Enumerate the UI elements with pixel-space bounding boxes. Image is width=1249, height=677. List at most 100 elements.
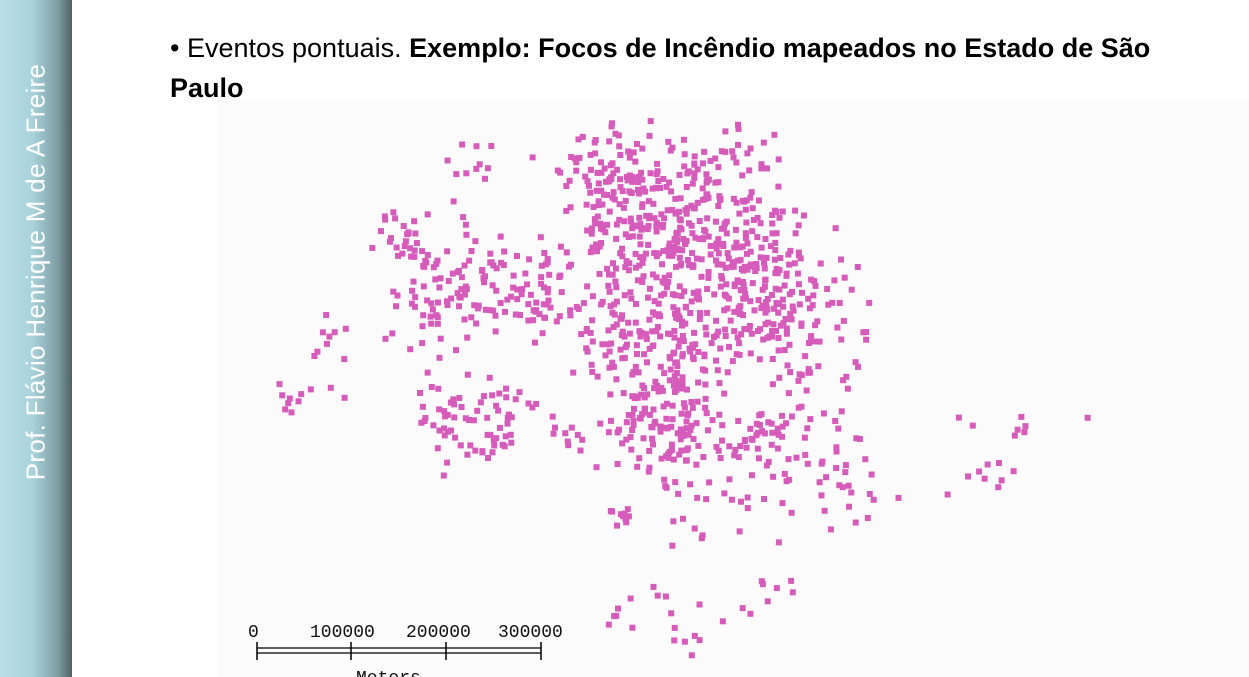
fire-hotspot-point bbox=[688, 422, 695, 429]
fire-hotspot-point bbox=[829, 299, 836, 306]
fire-hotspot-point bbox=[482, 175, 488, 182]
fire-hotspot-point bbox=[666, 272, 673, 279]
fire-hotspot-point bbox=[730, 195, 737, 202]
fire-hotspot-point bbox=[785, 251, 792, 258]
fire-hotspot-point bbox=[821, 507, 828, 514]
fire-hotspot-point bbox=[654, 221, 661, 228]
fire-hotspot-point bbox=[708, 340, 715, 347]
fire-hotspot-point bbox=[601, 165, 608, 172]
fire-hotspot-point bbox=[747, 145, 754, 152]
fire-hotspot-point bbox=[746, 323, 753, 329]
fire-hotspot-point bbox=[848, 286, 855, 293]
fire-hotspot-point bbox=[617, 176, 623, 183]
fire-hotspot-point bbox=[628, 446, 635, 453]
fire-hotspot-point bbox=[635, 369, 642, 376]
fire-hotspot-point bbox=[448, 295, 455, 302]
slide-title: • Eventos pontuais. Exemplo: Focos de In… bbox=[170, 28, 1190, 108]
fire-hotspot-point bbox=[781, 282, 788, 289]
fire-hotspot-point bbox=[626, 330, 633, 337]
title-plain: Eventos pontuais. bbox=[186, 33, 402, 63]
fire-hotspot-point bbox=[606, 288, 613, 295]
fire-hotspot-point bbox=[594, 169, 601, 176]
fire-hotspot-point bbox=[587, 330, 594, 336]
fire-hotspot-point bbox=[622, 264, 629, 271]
fire-hotspot-point bbox=[420, 312, 427, 319]
fire-hotspot-point bbox=[614, 461, 621, 467]
fire-hotspot-point bbox=[774, 425, 781, 432]
fire-hotspot-point bbox=[586, 182, 592, 189]
fire-hotspot-point bbox=[715, 241, 722, 247]
fire-hotspot-point bbox=[536, 311, 543, 318]
fire-hotspot-point bbox=[702, 381, 709, 388]
fire-hotspot-point bbox=[647, 170, 654, 177]
fire-hotspot-point bbox=[695, 442, 702, 449]
fire-hotspot-point bbox=[622, 515, 629, 522]
fire-hotspot-point bbox=[609, 359, 616, 366]
fire-hotspot-point bbox=[436, 284, 443, 291]
fire-hotspot-point bbox=[681, 638, 688, 645]
fire-hotspot-point bbox=[748, 189, 755, 196]
fire-hotspot-point bbox=[603, 178, 609, 185]
fire-hotspot-point bbox=[621, 292, 628, 299]
fire-hotspot-point bbox=[643, 331, 649, 338]
fire-hotspot-point bbox=[763, 299, 769, 306]
fire-hotspot-point bbox=[724, 250, 731, 257]
fire-hotspot-point bbox=[795, 249, 802, 256]
fire-hotspot-point bbox=[955, 414, 962, 421]
fire-hotspot-point bbox=[640, 185, 647, 192]
fire-hotspot-point bbox=[679, 333, 686, 339]
fire-hotspot-point bbox=[661, 290, 668, 297]
fire-hotspot-point bbox=[769, 220, 776, 227]
scale-tick-label: 100000 bbox=[310, 623, 375, 643]
fire-hotspot-point bbox=[472, 238, 479, 245]
fire-hotspot-point bbox=[645, 468, 652, 475]
fire-hotspot-point bbox=[764, 295, 771, 302]
fire-hotspot-point bbox=[864, 515, 871, 521]
fire-hotspot-point bbox=[724, 369, 731, 376]
fire-hotspot-point bbox=[544, 255, 551, 262]
fire-hotspot-point bbox=[653, 228, 660, 235]
fire-hotspot-point bbox=[696, 601, 703, 608]
fire-hotspot-point bbox=[319, 329, 326, 336]
fire-hotspot-point bbox=[598, 301, 605, 308]
fire-hotspot-point bbox=[705, 176, 712, 183]
fire-hotspot-point bbox=[592, 137, 599, 143]
fire-hotspot-point bbox=[341, 394, 348, 401]
fire-hotspot-point bbox=[747, 298, 754, 305]
fire-hotspot-point bbox=[806, 340, 812, 346]
fire-hotspot-point bbox=[759, 581, 766, 588]
fire-hotspot-point bbox=[738, 287, 745, 294]
fire-hotspot-point bbox=[736, 351, 743, 358]
fire-hotspot-point bbox=[402, 238, 409, 245]
fire-hotspot-point bbox=[463, 231, 470, 238]
fire-hotspot-point bbox=[610, 363, 617, 370]
fire-hotspot-point bbox=[393, 244, 400, 251]
fire-hotspot-point bbox=[714, 367, 721, 374]
fire-hotspot-point bbox=[765, 458, 772, 465]
fire-hotspot-point bbox=[298, 391, 305, 398]
fire-hotspot-point bbox=[810, 292, 817, 299]
fire-hotspot-point bbox=[624, 341, 630, 348]
fire-hotspot-point bbox=[862, 456, 869, 463]
fire-hotspot-point bbox=[761, 283, 768, 290]
fire-hotspot-point bbox=[609, 508, 615, 515]
fire-hotspot-point bbox=[680, 136, 687, 143]
fire-hotspot-point bbox=[654, 592, 661, 599]
fire-hotspot-point bbox=[688, 202, 695, 209]
fire-hotspot-point bbox=[713, 257, 719, 264]
fire-hotspot-point bbox=[472, 447, 479, 454]
fire-hotspot-point bbox=[740, 281, 747, 288]
fire-hotspot-point bbox=[597, 220, 604, 227]
fire-hotspot-point bbox=[756, 197, 762, 204]
fire-hotspot-point bbox=[650, 406, 657, 413]
fire-hotspot-point bbox=[645, 241, 652, 248]
fire-hotspot-point bbox=[661, 370, 668, 377]
fire-hotspot-point bbox=[556, 313, 563, 320]
fire-hotspot-point bbox=[324, 340, 330, 347]
fire-hotspot-point bbox=[525, 301, 532, 308]
fire-hotspot-point bbox=[743, 219, 750, 226]
fire-hotspot-point bbox=[437, 275, 444, 282]
fire-hotspot-point bbox=[784, 362, 791, 369]
fire-hotspot-point bbox=[591, 216, 598, 223]
